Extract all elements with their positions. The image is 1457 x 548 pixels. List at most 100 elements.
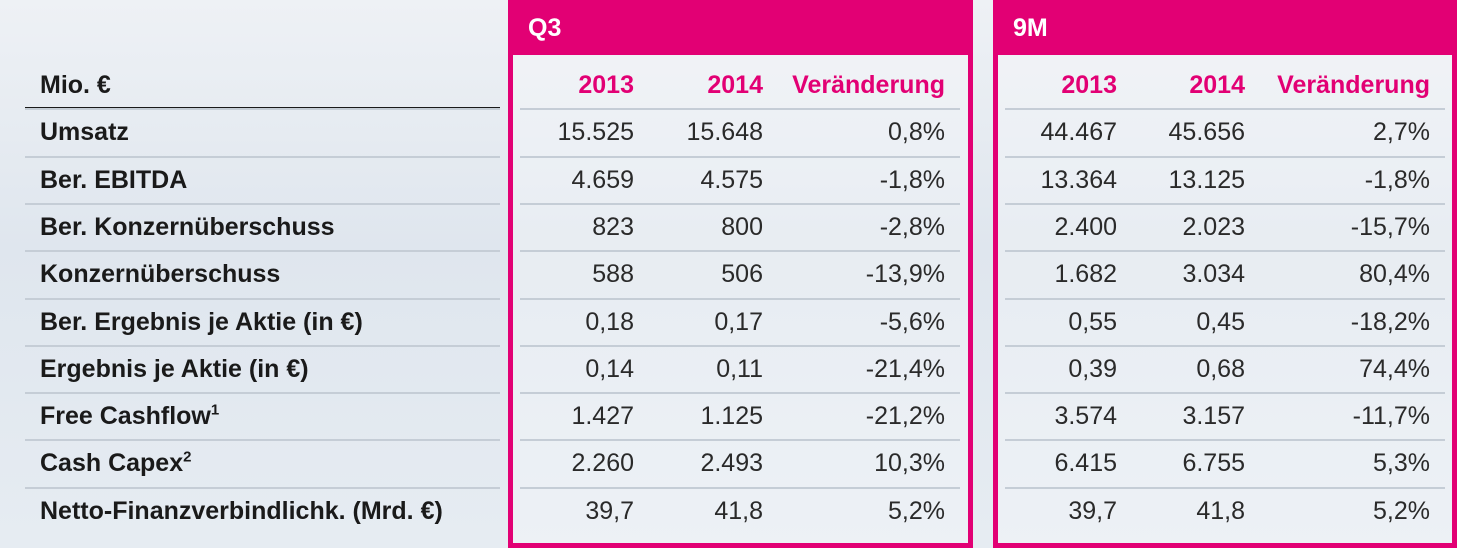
row-label-text: Cash Capex bbox=[40, 449, 184, 478]
row-label-text: Netto-Finanzverbindlichk. (Mrd. €) bbox=[40, 496, 443, 525]
table-cell-nm-2013: 44.467 bbox=[1040, 118, 1117, 147]
row-label-text: Ber. Ergebnis je Aktie (in €) bbox=[40, 307, 363, 336]
table-cell-q3-2013: 588 bbox=[592, 260, 634, 289]
row-rule bbox=[25, 202, 500, 205]
table-cell-nm-2014: 3.157 bbox=[1182, 402, 1245, 431]
row-label: Netto-Finanzverbindlichk. (Mrd. €) bbox=[40, 488, 443, 535]
panel-row-rule bbox=[1005, 439, 1445, 442]
table-cell-q3-2013: 39,7 bbox=[585, 496, 634, 525]
table-cell-q3-2013: 0,14 bbox=[585, 354, 634, 383]
table-cell-nm-2013: 1.682 bbox=[1054, 260, 1117, 289]
row-rule bbox=[25, 108, 500, 111]
nine-month-panel-title: 9M bbox=[993, 0, 1457, 55]
row-label: Ergebnis je Aktie (in €) bbox=[40, 346, 309, 393]
table-cell-nm-change: 2,7% bbox=[1373, 118, 1430, 147]
row-label-text: Ber. EBITDA bbox=[40, 165, 188, 194]
panel-row-rule bbox=[520, 297, 960, 300]
table-cell-nm-2013: 0,39 bbox=[1068, 354, 1117, 383]
table-cell-nm-2013: 13.364 bbox=[1040, 165, 1117, 194]
row-label: Cash Capex2 bbox=[40, 440, 191, 487]
nm-col-2014-header: 2014 bbox=[1189, 71, 1245, 99]
table-cell-q3-2013: 15.525 bbox=[557, 118, 634, 147]
row-label-text: Konzernüberschuss bbox=[40, 260, 281, 289]
table-cell-q3-2013: 4.659 bbox=[571, 165, 634, 194]
row-label: Ber. Ergebnis je Aktie (in €) bbox=[40, 299, 363, 346]
panel-row-rule bbox=[1005, 250, 1445, 253]
nm-col-change-header: Veränderung bbox=[1277, 71, 1430, 99]
row-rule bbox=[25, 439, 500, 442]
row-rule bbox=[25, 297, 500, 300]
panel-row-rule bbox=[520, 344, 960, 347]
panel-row-rule bbox=[1005, 297, 1445, 300]
row-label: Konzernüberschuss bbox=[40, 251, 280, 298]
table-cell-nm-change: -11,7% bbox=[1352, 402, 1430, 431]
table-cell-nm-change: 74,4% bbox=[1359, 354, 1430, 383]
row-rule bbox=[25, 344, 500, 347]
row-label-text: Umsatz bbox=[40, 118, 129, 147]
table-cell-q3-2014: 506 bbox=[721, 260, 763, 289]
table-cell-q3-change: -13,9% bbox=[865, 260, 945, 289]
table-cell-nm-2014: 45.656 bbox=[1168, 118, 1245, 147]
panel-row-rule bbox=[1005, 155, 1445, 158]
table-cell-q3-2014: 41,8 bbox=[714, 496, 763, 525]
table-cell-q3-change: 0,8% bbox=[888, 118, 945, 147]
panel-row-rule bbox=[1005, 202, 1445, 205]
table-cell-q3-2013: 0,18 bbox=[585, 307, 634, 336]
row-rule bbox=[25, 155, 500, 158]
panel-row-rule bbox=[520, 155, 960, 158]
table-cell-q3-2013: 2.260 bbox=[571, 449, 634, 478]
table-cell-nm-2014: 6.755 bbox=[1182, 449, 1245, 478]
footnote-marker: 1 bbox=[210, 401, 220, 419]
panel-row-rule bbox=[520, 250, 960, 253]
row-label-text: Free Cashflow bbox=[40, 402, 211, 431]
row-label-text: Ber. Konzernüberschuss bbox=[40, 212, 335, 241]
panel-row-rule bbox=[520, 202, 960, 205]
q3-col-2014-header: 2014 bbox=[707, 71, 763, 99]
row-label: Free Cashflow1 bbox=[40, 393, 219, 440]
table-cell-q3-change: 10,3% bbox=[874, 449, 945, 478]
table-cell-q3-change: -2,8% bbox=[879, 212, 945, 241]
panel-row-rule bbox=[1005, 486, 1445, 489]
panel-row-rule bbox=[520, 486, 960, 489]
table-cell-nm-2014: 3.034 bbox=[1182, 260, 1245, 289]
panel-header-rule bbox=[520, 108, 960, 111]
table-cell-nm-change: 5,3% bbox=[1373, 449, 1430, 478]
q3-col-change-header: Veränderung bbox=[792, 71, 945, 99]
panel-row-rule bbox=[1005, 392, 1445, 395]
table-cell-q3-2014: 1.125 bbox=[700, 402, 763, 431]
table-cell-q3-change: -21,2% bbox=[865, 402, 945, 431]
nine-month-panel: 9M bbox=[993, 0, 1457, 548]
table-cell-nm-2014: 0,68 bbox=[1196, 354, 1245, 383]
q3-col-2013-header: 2013 bbox=[578, 71, 634, 99]
panel-row-rule bbox=[1005, 344, 1445, 347]
table-cell-q3-change: 5,2% bbox=[888, 496, 945, 525]
table-cell-q3-2013: 1.427 bbox=[571, 402, 634, 431]
table-cell-nm-2013: 3.574 bbox=[1054, 402, 1117, 431]
row-label: Umsatz bbox=[40, 109, 129, 156]
panel-row-rule bbox=[520, 439, 960, 442]
footnote-marker: 2 bbox=[183, 449, 192, 467]
table-cell-nm-change: -1,8% bbox=[1364, 165, 1430, 194]
table-cell-q3-change: -21,4% bbox=[865, 354, 945, 383]
table-cell-nm-2014: 41,8 bbox=[1196, 496, 1245, 525]
row-rule bbox=[25, 392, 500, 395]
table-cell-q3-2013: 823 bbox=[592, 212, 634, 241]
table-cell-nm-change: 80,4% bbox=[1359, 260, 1430, 289]
row-label: Ber. Konzernüberschuss bbox=[40, 204, 335, 251]
row-label: Ber. EBITDA bbox=[40, 157, 187, 204]
table-cell-nm-2014: 2.023 bbox=[1182, 212, 1245, 241]
row-rule bbox=[25, 250, 500, 253]
table-cell-q3-2014: 0,17 bbox=[714, 307, 763, 336]
table-cell-q3-2014: 800 bbox=[721, 212, 763, 241]
table-cell-nm-change: -15,7% bbox=[1350, 212, 1430, 241]
table-cell-nm-2013: 6.415 bbox=[1054, 449, 1117, 478]
table-cell-nm-2014: 13.125 bbox=[1168, 165, 1245, 194]
table-cell-nm-2014: 0,45 bbox=[1196, 307, 1245, 336]
row-label-text: Ergebnis je Aktie (in €) bbox=[40, 354, 309, 383]
panel-row-rule bbox=[520, 392, 960, 395]
table-cell-nm-2013: 39,7 bbox=[1068, 496, 1117, 525]
q3-panel: Q3 bbox=[508, 0, 973, 548]
table-cell-q3-2014: 15.648 bbox=[686, 118, 763, 147]
table-cell-q3-change: -1,8% bbox=[879, 165, 945, 194]
panel-header-rule bbox=[1005, 108, 1445, 111]
